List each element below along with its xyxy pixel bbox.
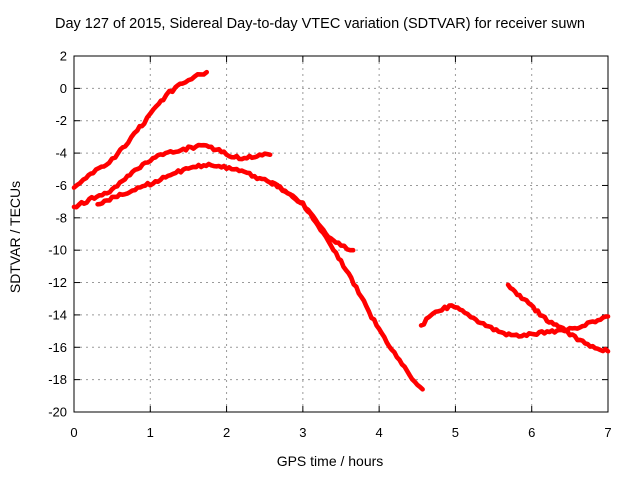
- y-tick-label: -6: [55, 178, 67, 193]
- y-tick-label: -20: [48, 405, 67, 420]
- y-tick-label: -2: [55, 113, 67, 128]
- chart-title: Day 127 of 2015, Sidereal Day-to-day VTE…: [54, 16, 585, 32]
- x-axis-label: GPS time / hours: [276, 453, 384, 469]
- y-tick-label: -18: [48, 372, 67, 387]
- plot-border: [73, 55, 609, 413]
- y-tick-label: 0: [60, 81, 67, 96]
- x-tick-label: 0: [70, 425, 77, 440]
- x-tick-label: 4: [376, 425, 383, 440]
- x-tick-label: 6: [528, 425, 535, 440]
- data-series-arc-5: [418, 303, 611, 339]
- y-tick-label: -8: [55, 210, 67, 225]
- y-tick-label: -10: [48, 243, 67, 258]
- x-tick-label: 3: [299, 425, 306, 440]
- x-tick-label: 2: [223, 425, 230, 440]
- data-series-arc-4: [269, 180, 356, 253]
- x-tick-label: 1: [147, 425, 154, 440]
- x-tick-label: 5: [452, 425, 459, 440]
- y-tick-label: -12: [48, 275, 67, 290]
- data-series-arc-2: [71, 142, 273, 210]
- y-tick-label: 2: [60, 49, 67, 64]
- data-series-arc-3: [95, 161, 425, 392]
- y-tick-label: -14: [48, 307, 67, 322]
- data-series-arc-1: [71, 69, 209, 190]
- y-tick-label: -16: [48, 340, 67, 355]
- data-series-arc-6: [505, 282, 611, 354]
- x-tick-label: 7: [604, 425, 611, 440]
- y-tick-label: -4: [55, 146, 67, 161]
